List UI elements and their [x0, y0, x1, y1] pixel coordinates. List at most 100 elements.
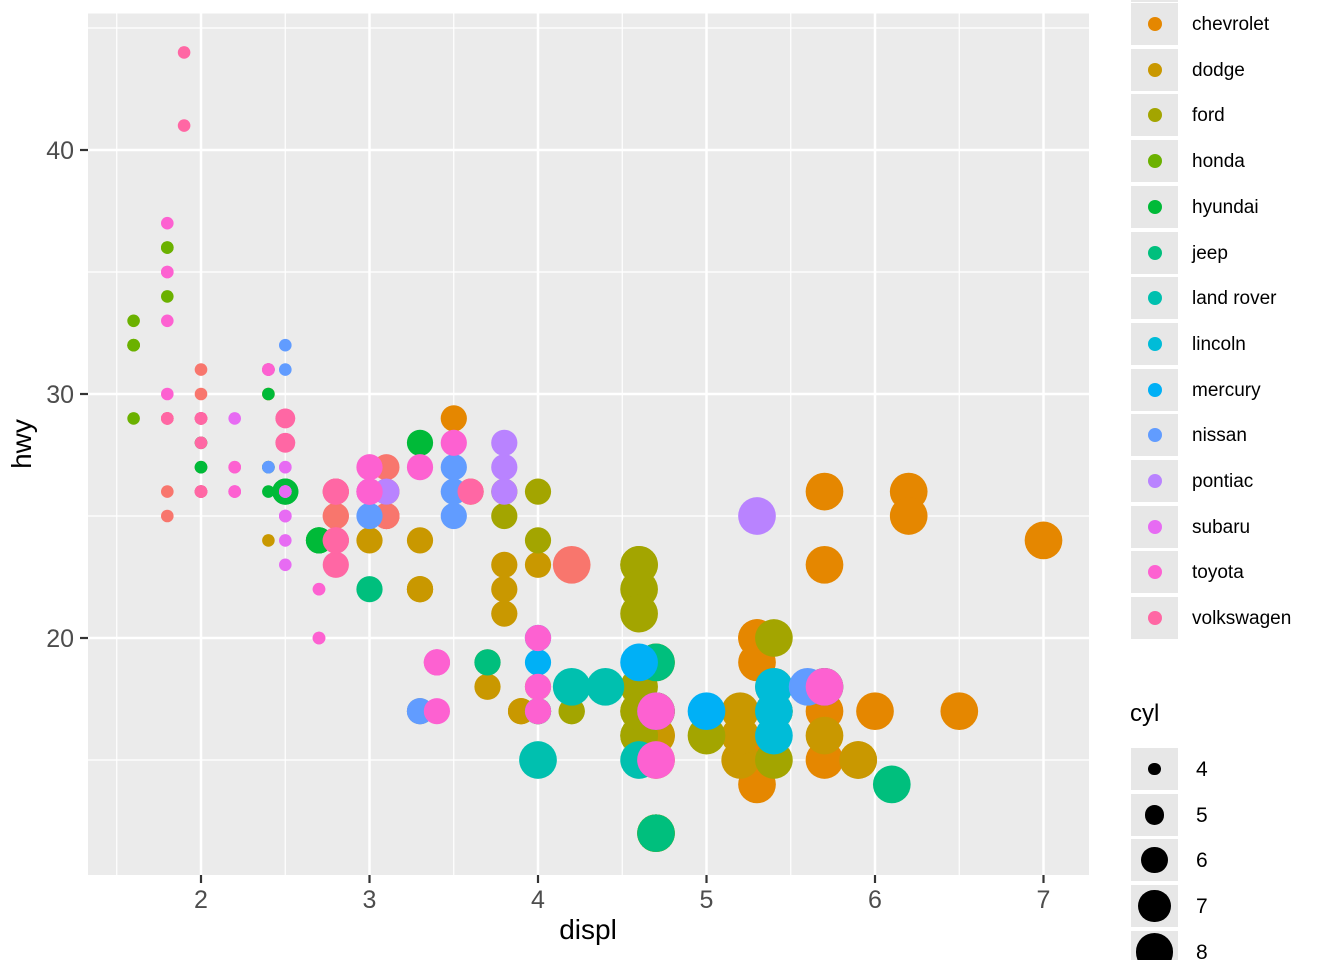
data-point-jeep	[356, 576, 383, 603]
data-point-volkswagen	[161, 412, 174, 425]
data-point-subaru	[279, 460, 292, 474]
y-axis-title: hwy	[6, 419, 37, 469]
data-point-chevrolet	[940, 692, 979, 731]
size-label-4: 4	[1196, 758, 1208, 781]
legend-swatch-ford	[1147, 108, 1162, 123]
data-point-toyota	[524, 698, 552, 725]
data-point-subaru	[228, 412, 241, 425]
legend-label-volkswagen: volkswagen	[1192, 608, 1292, 630]
data-point-hyundai	[262, 387, 275, 401]
data-point-dodge	[721, 716, 760, 755]
legend-swatch-toyota	[1147, 565, 1162, 580]
data-point-dodge	[491, 600, 518, 627]
data-point-mercury	[620, 643, 658, 682]
data-point-toyota	[161, 387, 174, 401]
legend-swatch-land-rover	[1147, 291, 1162, 306]
legend-label-ford: ford	[1192, 105, 1225, 127]
legend-swatch-jeep	[1147, 245, 1162, 260]
data-point-mercury	[524, 649, 552, 676]
y-tick-label: 20	[46, 625, 74, 653]
x-axis-title: displ	[559, 914, 617, 945]
size-swatch-7	[1138, 890, 1171, 923]
x-tick-label: 5	[700, 886, 714, 914]
legend-swatch-volkswagen	[1147, 611, 1162, 626]
data-point-dodge	[524, 551, 552, 578]
data-point-toyota	[406, 454, 434, 481]
data-point-toyota	[423, 698, 451, 725]
data-point-land-rover	[519, 741, 557, 779]
data-point-dodge	[805, 716, 844, 755]
legend-label-lincoln: lincoln	[1192, 333, 1246, 355]
data-point-honda	[161, 241, 174, 254]
y-tick-label: 30	[46, 381, 74, 409]
data-point-ford	[558, 698, 585, 725]
y-tick-label: 40	[46, 137, 74, 165]
data-point-toyota	[356, 454, 383, 481]
legend-label-hyundai: hyundai	[1192, 196, 1259, 218]
x-tick-label: 3	[363, 886, 377, 914]
legend-key-audi-cut	[1131, 0, 1178, 2]
data-point-toyota	[312, 582, 326, 596]
data-point-chevrolet	[856, 692, 894, 731]
legend-swatch-pontiac	[1147, 474, 1162, 488]
data-point-dodge	[356, 527, 383, 554]
data-point-jeep	[872, 765, 911, 804]
data-point-hyundai	[406, 429, 434, 456]
data-point-nissan	[356, 502, 383, 530]
data-point-nissan	[279, 363, 292, 376]
data-point-subaru	[279, 558, 292, 572]
data-point-pontiac	[491, 454, 518, 481]
data-point-chevrolet	[805, 545, 844, 584]
legend-label-subaru: subaru	[1192, 516, 1251, 538]
size-legend-title: cyl	[1130, 700, 1160, 727]
data-point-hyundai	[194, 460, 208, 474]
data-point-ford	[524, 527, 552, 554]
data-point-toyota	[262, 363, 275, 376]
data-point-dodge	[406, 576, 434, 603]
data-point-lincoln	[755, 667, 793, 706]
legend-swatch-hyundai	[1147, 199, 1162, 214]
data-point-subaru	[279, 509, 292, 523]
data-point-audi	[194, 387, 208, 401]
x-tick-label: 2	[194, 886, 208, 914]
data-point-toyota	[805, 667, 844, 706]
legend-swatch-subaru	[1147, 519, 1162, 534]
data-point-hyundai	[262, 485, 275, 498]
data-point-volkswagen	[457, 478, 484, 505]
size-label-7: 7	[1196, 895, 1208, 919]
legend-swatch-nissan	[1147, 428, 1162, 443]
data-point-volkswagen	[322, 551, 349, 578]
data-point-volkswagen	[275, 432, 296, 453]
data-point-jeep	[637, 814, 675, 853]
data-point-nissan	[440, 502, 467, 530]
data-point-nissan	[440, 454, 467, 481]
data-point-nissan	[279, 338, 292, 352]
data-point-toyota	[637, 692, 675, 731]
x-tick-label: 6	[868, 886, 882, 914]
data-point-nissan	[262, 460, 275, 474]
data-point-chevrolet	[1024, 521, 1063, 560]
data-point-dodge	[474, 673, 501, 700]
data-point-audi	[194, 363, 208, 376]
data-point-volkswagen	[322, 527, 349, 554]
data-point-toyota	[312, 631, 326, 645]
legend-label-land-rover: land rover	[1192, 288, 1277, 310]
data-point-honda	[127, 338, 140, 352]
data-point-toyota	[161, 314, 174, 328]
size-label-5: 5	[1196, 803, 1208, 827]
legend-swatch-honda	[1147, 154, 1162, 169]
data-point-volkswagen	[194, 436, 208, 450]
legend-swatch-dodge	[1147, 62, 1162, 77]
data-point-pontiac	[491, 478, 518, 505]
legend-label-pontiac: pontiac	[1192, 471, 1254, 492]
data-point-volkswagen	[322, 478, 349, 505]
data-point-pontiac	[738, 497, 776, 535]
data-point-chevrolet	[440, 405, 467, 432]
data-point-toyota	[423, 649, 451, 676]
data-point-toyota	[356, 478, 383, 505]
data-point-volkswagen	[194, 412, 208, 425]
x-tick-label: 7	[1037, 886, 1051, 914]
data-point-dodge	[491, 576, 518, 603]
data-point-chevrolet	[889, 497, 928, 535]
